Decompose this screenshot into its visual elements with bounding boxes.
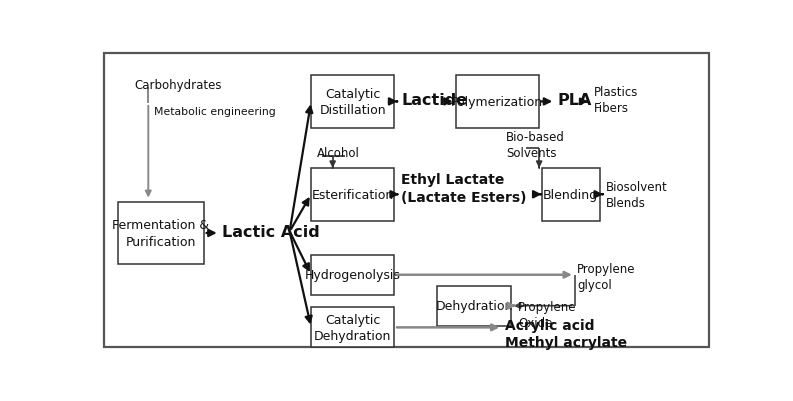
Text: Lactide: Lactide xyxy=(401,93,468,108)
FancyBboxPatch shape xyxy=(455,76,538,128)
Text: Polymerization: Polymerization xyxy=(451,96,543,109)
FancyBboxPatch shape xyxy=(311,308,394,348)
Text: Catalytic
Distillation: Catalytic Distillation xyxy=(320,87,386,117)
FancyBboxPatch shape xyxy=(311,168,394,221)
Text: Propylene
glycol: Propylene glycol xyxy=(577,262,636,291)
FancyBboxPatch shape xyxy=(311,76,394,128)
Text: Carbohydrates: Carbohydrates xyxy=(135,79,222,92)
Text: Lactic Acid: Lactic Acid xyxy=(222,224,320,239)
Text: Dehydration: Dehydration xyxy=(435,300,513,312)
Text: Propylene
Oxide: Propylene Oxide xyxy=(519,301,577,330)
Text: Biosolvent
Blends: Biosolvent Blends xyxy=(606,180,668,209)
FancyBboxPatch shape xyxy=(437,286,511,326)
Text: Fermentation &
Purification: Fermentation & Purification xyxy=(112,219,209,248)
Text: Alcohol: Alcohol xyxy=(317,147,360,160)
Text: Plastics
Fibers: Plastics Fibers xyxy=(594,86,638,115)
FancyBboxPatch shape xyxy=(104,54,709,348)
Text: Metabolic engineering: Metabolic engineering xyxy=(155,106,276,116)
FancyBboxPatch shape xyxy=(542,168,600,221)
Text: PLA: PLA xyxy=(557,93,592,108)
FancyBboxPatch shape xyxy=(311,255,394,295)
Text: Hydrogenolysis: Hydrogenolysis xyxy=(305,269,400,282)
Text: Ethyl Lactate
(Lactate Esters): Ethyl Lactate (Lactate Esters) xyxy=(401,173,527,204)
Text: Acrylic acid
Methyl acrylate: Acrylic acid Methyl acrylate xyxy=(505,318,627,349)
Text: Blending: Blending xyxy=(543,188,599,201)
Text: Esterification: Esterification xyxy=(312,188,394,201)
FancyBboxPatch shape xyxy=(117,203,204,264)
Text: Bio-based
Solvents: Bio-based Solvents xyxy=(506,131,565,160)
Text: Catalytic
Dehydration: Catalytic Dehydration xyxy=(314,313,391,342)
